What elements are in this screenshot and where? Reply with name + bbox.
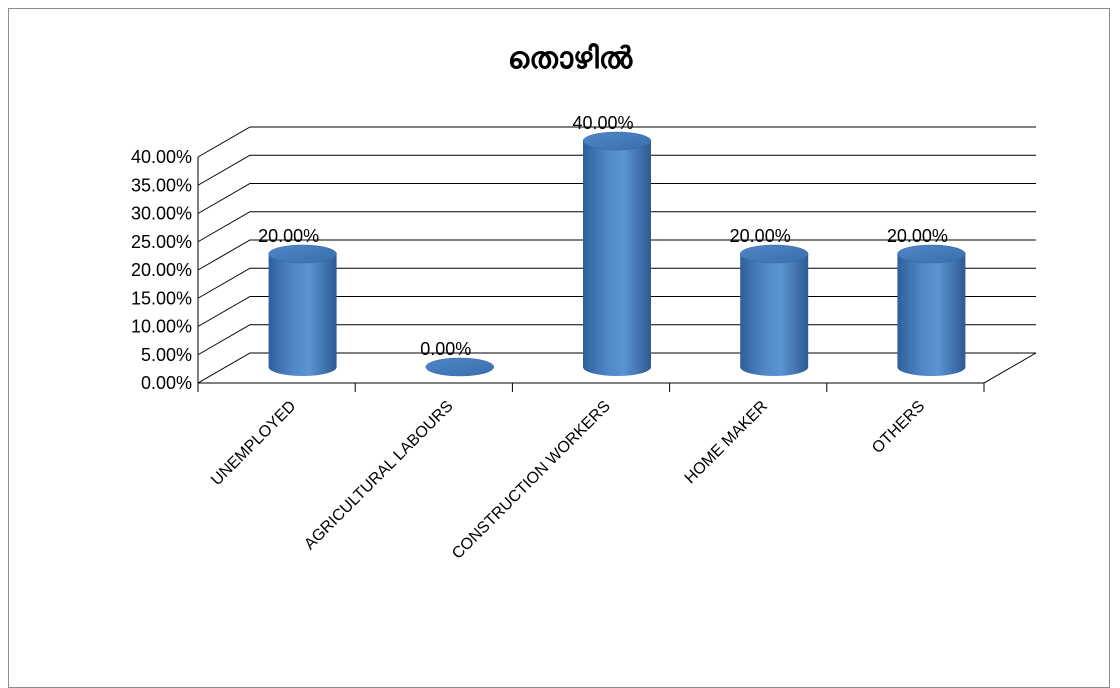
bar bbox=[739, 244, 809, 376]
chart-title: തൊഴിൽ bbox=[508, 41, 633, 76]
floor-right-edge bbox=[983, 352, 1037, 384]
data-label: 0.00% bbox=[420, 339, 471, 359]
bar bbox=[425, 357, 495, 377]
gridline bbox=[197, 211, 1036, 243]
bar bbox=[897, 244, 966, 376]
bar-top bbox=[897, 244, 966, 264]
bar-top bbox=[425, 357, 495, 377]
bar-top bbox=[739, 244, 809, 264]
bar-top bbox=[582, 131, 652, 151]
category-label: CONSTRUCTION WORKERS bbox=[449, 398, 614, 563]
y-tick-label: 20.00% bbox=[131, 260, 192, 280]
y-tick-label: 15.00% bbox=[131, 288, 192, 308]
data-label: 20.00% bbox=[730, 226, 791, 246]
y-tick-label: 40.00% bbox=[131, 147, 192, 167]
category-label: OTHERS bbox=[869, 398, 928, 457]
gridline bbox=[197, 239, 1036, 271]
y-tick-label: 30.00% bbox=[131, 204, 192, 224]
bar-layer bbox=[268, 131, 966, 377]
gridline bbox=[197, 126, 1036, 158]
data-label: 20.00% bbox=[887, 226, 948, 246]
y-tick-label: 5.00% bbox=[141, 345, 192, 365]
category-label: UNEMPLOYED bbox=[208, 398, 299, 489]
bar-body bbox=[897, 254, 966, 376]
bar bbox=[582, 131, 652, 376]
label-layer: 0.00% 5.00% 10.00% 15.00% 20.00% 25.00% 30.00%… bbox=[131, 113, 948, 563]
bar-body bbox=[268, 254, 337, 376]
bar-top bbox=[268, 244, 337, 264]
bar-body bbox=[583, 141, 651, 376]
bar bbox=[268, 244, 337, 376]
category-label: HOME MAKER bbox=[682, 398, 771, 487]
category-label: AGRICULTURAL LABOURS bbox=[301, 398, 456, 553]
data-label: 20.00% bbox=[258, 226, 319, 246]
y-tick-label: 0.00% bbox=[141, 373, 192, 393]
gridline bbox=[197, 154, 1036, 186]
data-label: 40.00% bbox=[572, 113, 633, 133]
y-tick-label: 25.00% bbox=[131, 232, 192, 252]
gridline bbox=[197, 183, 1036, 214]
bar-chart: തൊഴിൽ 0.00% 5.00% 10.00% 15.00% 20.00% 25.00%… bbox=[131, 41, 1037, 563]
y-tick-label: 10.00% bbox=[131, 317, 192, 337]
bar-body bbox=[740, 254, 809, 376]
y-tick-label: 35.00% bbox=[131, 175, 192, 195]
